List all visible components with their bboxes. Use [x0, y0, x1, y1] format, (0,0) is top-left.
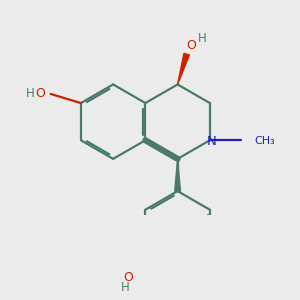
- Text: O: O: [35, 87, 45, 100]
- Text: H: H: [26, 87, 35, 100]
- Text: O: O: [123, 272, 133, 284]
- Text: O: O: [186, 39, 196, 52]
- Text: H: H: [121, 281, 130, 294]
- Polygon shape: [175, 159, 181, 191]
- Text: H: H: [198, 32, 207, 45]
- Text: CH₃: CH₃: [254, 136, 275, 146]
- Polygon shape: [178, 53, 189, 84]
- Text: N: N: [206, 135, 216, 148]
